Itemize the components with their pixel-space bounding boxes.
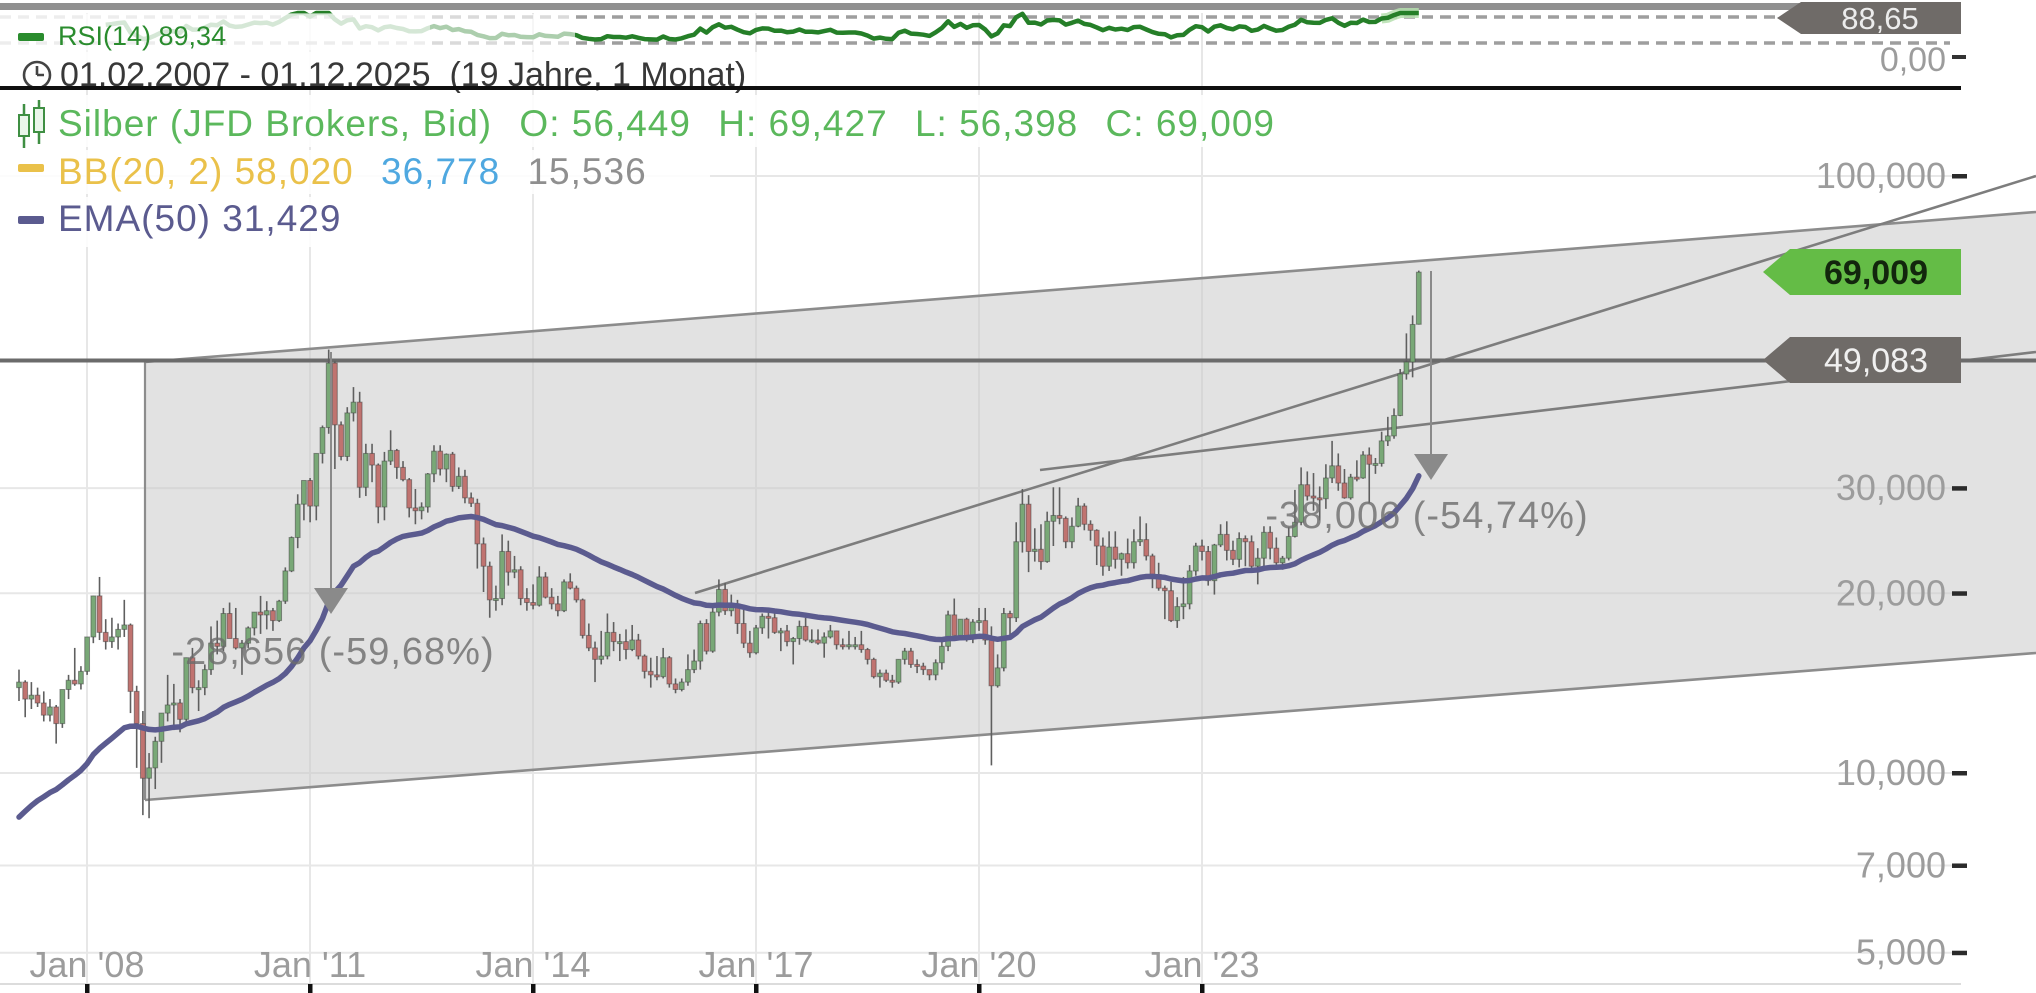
x-axis-label: Jan '20 — [922, 944, 1037, 985]
ohlc-low: L: 56,398 — [915, 103, 1078, 144]
price-axis[interactable]: 100,000 30,000 20,000 10,000 7,000 5,000 — [1816, 155, 1967, 973]
y-axis-label: 100,000 — [1816, 155, 1946, 196]
legend-ema-row[interactable]: EMA(50) 31,429 — [18, 198, 341, 239]
bb-mid-value: 36,778 — [381, 151, 500, 192]
y-axis-label: 20,000 — [1836, 572, 1946, 613]
measure1-label: -28,656 (-59,68%) — [171, 631, 494, 673]
bb-low-value: 15,536 — [527, 151, 646, 192]
ema-swatch-icon — [18, 216, 44, 224]
trend-channel[interactable] — [0, 174, 2036, 802]
measure-arrows[interactable] — [314, 271, 1448, 614]
ohlc-close: C: 69,009 — [1106, 103, 1275, 144]
rsi-axis-zero-label: 0,00 — [1880, 41, 1946, 79]
y-axis-label: 7,000 — [1856, 844, 1946, 885]
symbol-label: Silber (JFD Brokers, Bid) — [58, 103, 492, 144]
rsi-axis-tick — [1952, 55, 1966, 59]
pane-separator[interactable] — [0, 86, 1961, 90]
svg-text:BB(20, 2) 58,020 36,778: BB(20, 2) 58,020 36,778 15,536 — [58, 151, 647, 192]
bb-swatch-icon — [18, 164, 44, 172]
x-axis-label: Jan '17 — [699, 944, 814, 985]
legend-rsi-row[interactable]: RSI(14) 89,34 — [18, 21, 226, 51]
time-axis[interactable]: Jan '08 Jan '11 Jan '14 Jan '17 Jan '20 Jan '… — [30, 944, 1260, 993]
ohlc-high: H: 69,427 — [718, 103, 887, 144]
rsi-swatch-icon — [18, 33, 44, 41]
candlestick-icon — [18, 100, 45, 148]
legend-backdrops — [0, 14, 1340, 247]
last-price-badge: 69,009 — [1763, 249, 1961, 295]
y-axis-label: 10,000 — [1836, 752, 1946, 793]
ema-legend-label: EMA(50) 31,429 — [58, 198, 341, 239]
x-axis-label: Jan '11 — [254, 944, 366, 985]
rsi-legend-label: RSI(14) 89,34 — [58, 21, 226, 51]
x-axis-label: Jan '14 — [476, 944, 591, 985]
last-price-value: 69,009 — [1824, 254, 1928, 292]
ohlc-open: O: 56,449 — [519, 103, 691, 144]
y-axis-label: 30,000 — [1836, 467, 1946, 508]
level-line-value: 49,083 — [1824, 342, 1928, 380]
ema-line — [16, 473, 1422, 820]
svg-text:Silber (JFD Brokers, Bid): Silber (JFD Brokers, Bid) O: 56,449 H: 6… — [58, 103, 1275, 144]
rsi-value-badge: 88,65 — [1777, 1, 1961, 36]
legend-bb-row[interactable]: BB(20, 2) 58,020 36,778 15,536 — [18, 151, 647, 192]
rsi-badge-value: 88,65 — [1841, 1, 1919, 36]
bb-label: BB(20, 2) 58,020 — [58, 151, 354, 192]
x-axis-label: Jan '23 — [1145, 944, 1260, 985]
level-line-badge: 49,083 — [1763, 337, 1961, 383]
legend-symbol-row[interactable]: Silber (JFD Brokers, Bid) O: 56,449 H: 6… — [18, 100, 1275, 148]
measure2-label: -38,006 (-54,74%) — [1265, 495, 1588, 537]
y-axis-label: 5,000 — [1856, 932, 1946, 973]
x-axis-label: Jan '08 — [30, 944, 145, 985]
